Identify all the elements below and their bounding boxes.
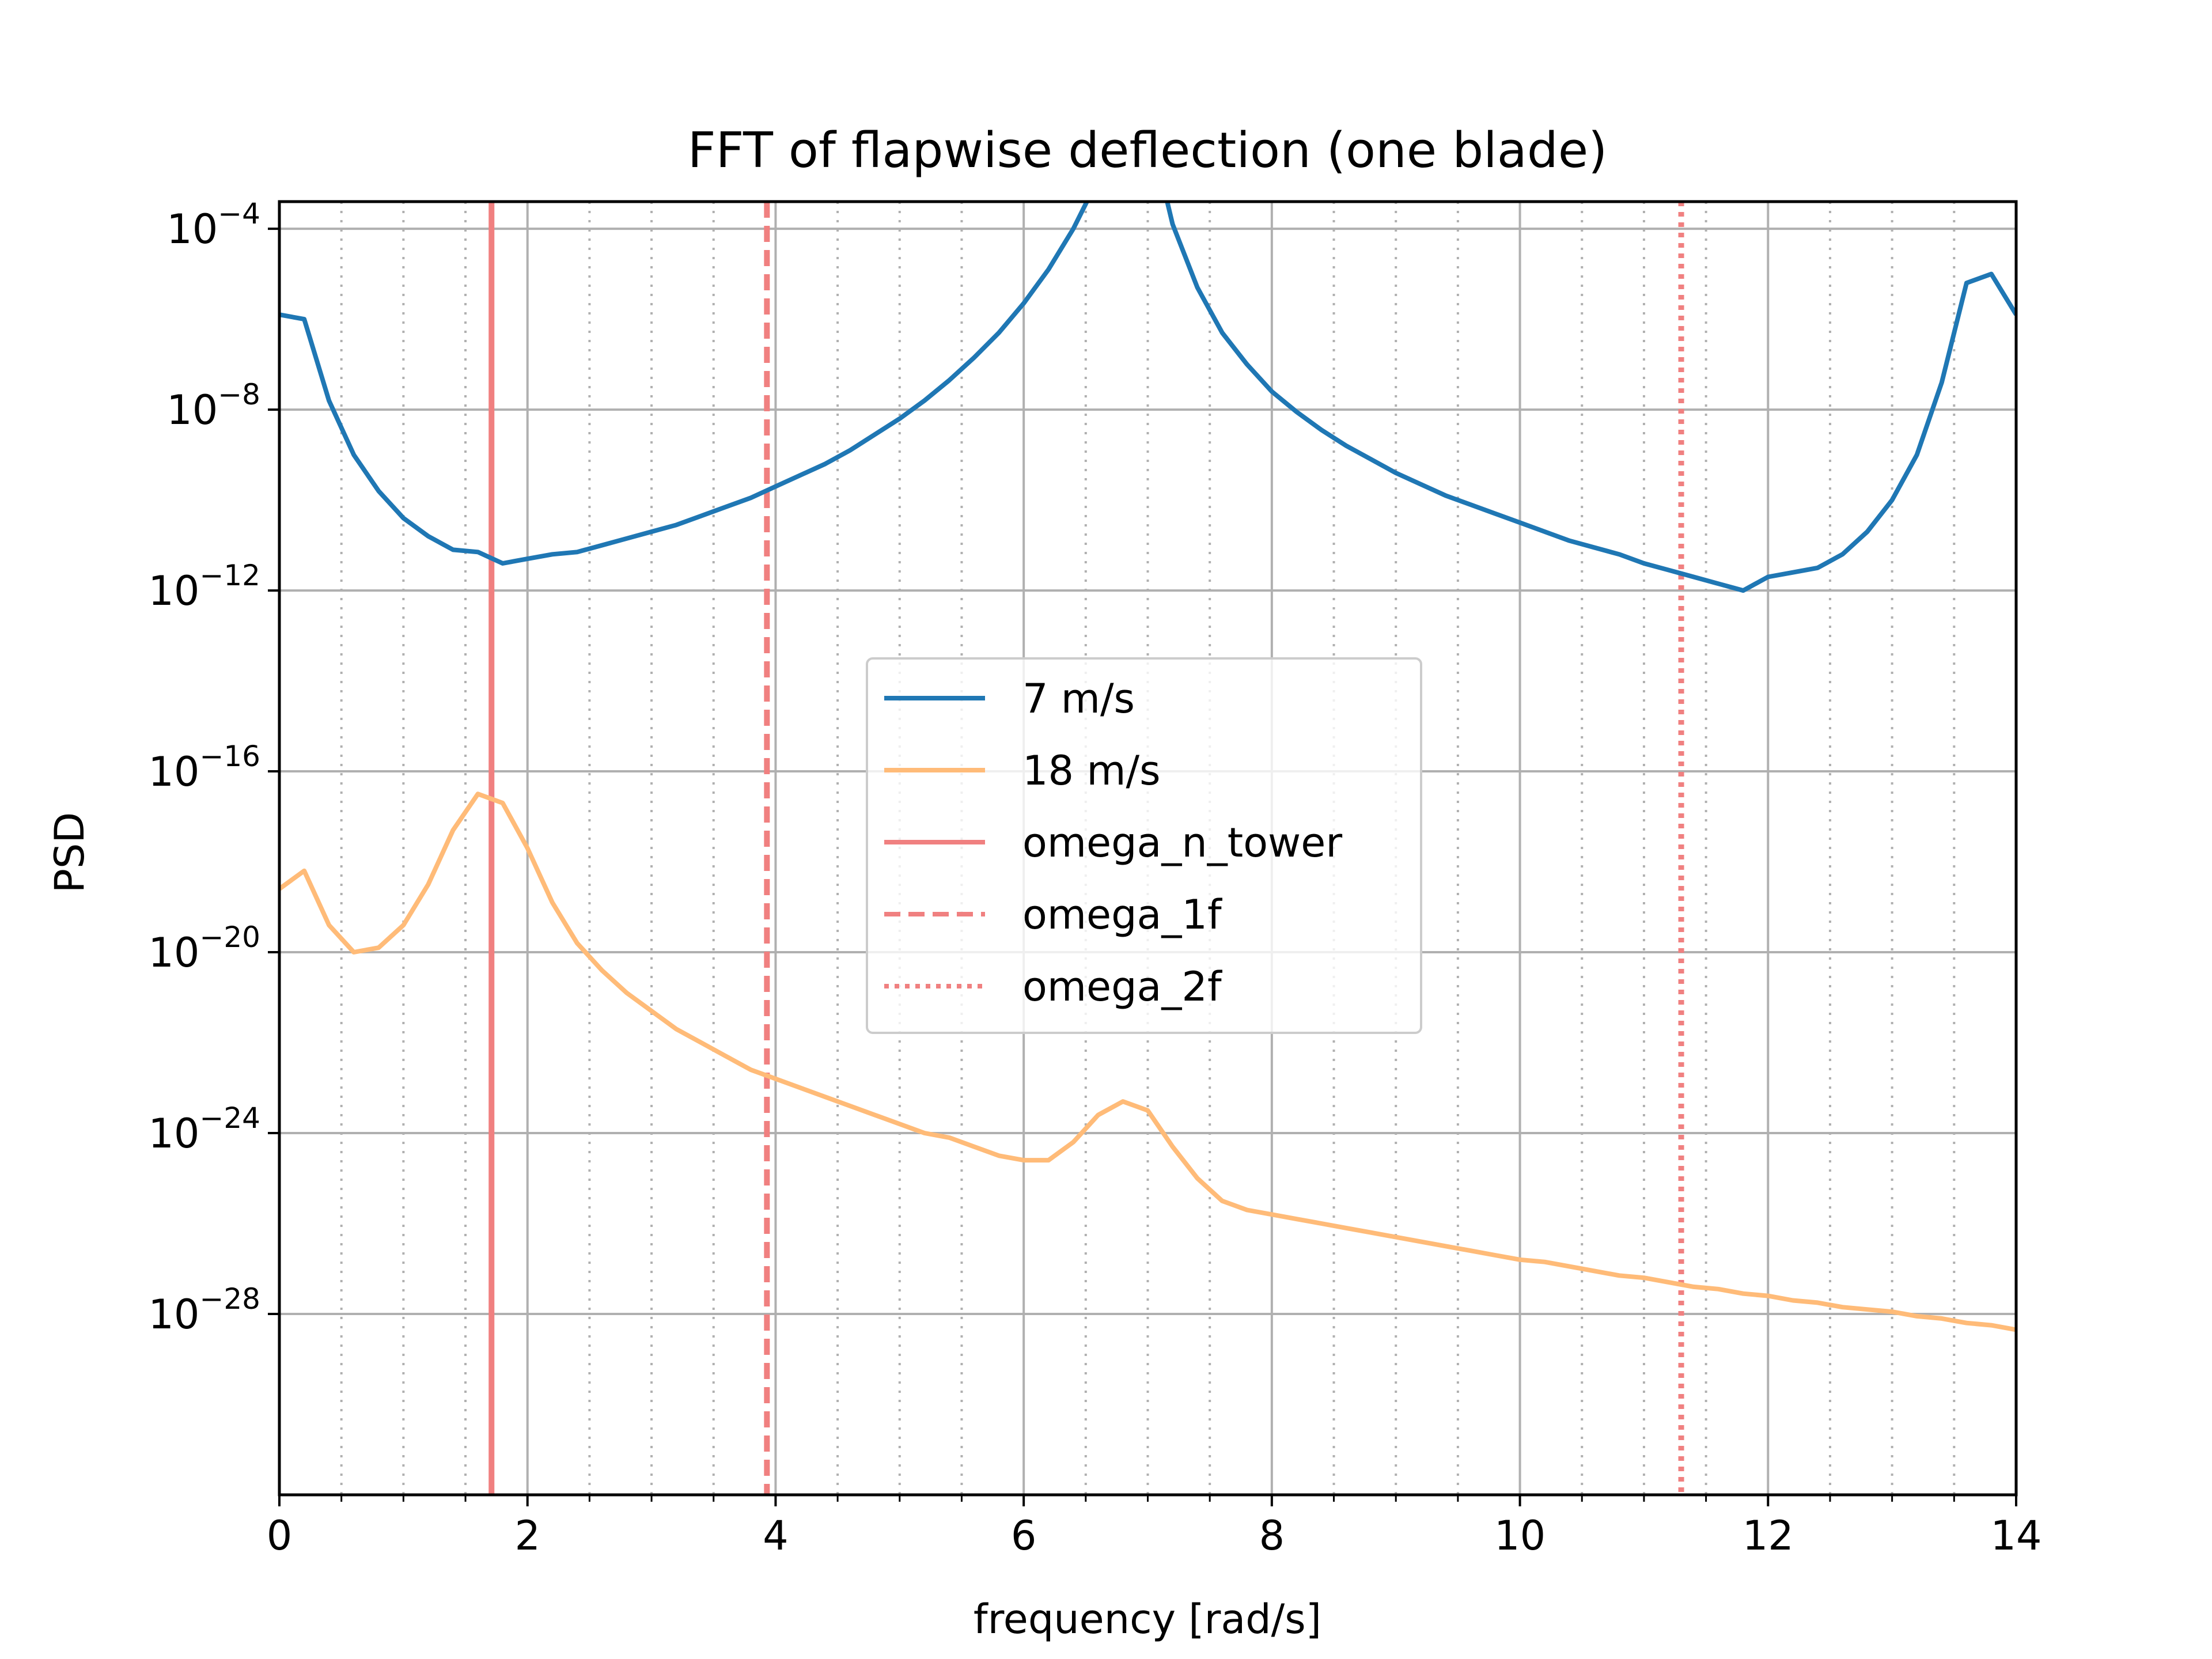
x-tick-label: 10 — [1494, 1512, 1546, 1559]
legend-label: 7 m/s — [1022, 675, 1135, 722]
x-tick-label: 12 — [1743, 1512, 1794, 1559]
legend-label: omega_1f — [1022, 891, 1222, 938]
chart-title: FFT of flapwise deflection (one blade) — [688, 122, 1608, 179]
y-tick-label: 10−24 — [148, 1101, 260, 1157]
legend-label: omega_2f — [1022, 963, 1222, 1010]
legend-label: 18 m/s — [1022, 747, 1161, 794]
legend-box — [866, 657, 1422, 1034]
y-tick-label: 10−16 — [148, 740, 260, 796]
y-tick-label: 10−12 — [148, 559, 260, 615]
y-axis-label: PSD — [46, 812, 93, 893]
x-tick-label: 4 — [763, 1512, 789, 1559]
plot-area — [279, 202, 2016, 1495]
y-tick-label: 10−20 — [148, 921, 260, 976]
x-tick-label: 6 — [1011, 1512, 1037, 1559]
y-tick-label: 10−8 — [166, 378, 260, 434]
axis-ticks: 0 2 4 6 8 10 12 14 10−4 10−8 10−12 10−16 10−20 10−24 1… — [148, 197, 2041, 1559]
legend: 7 m/s 18 m/s omega_n_tower omega_1f omega_2f — [866, 657, 1422, 1034]
legend-label: omega_n_tower — [1022, 819, 1342, 866]
x-tick-label: 14 — [1990, 1512, 2041, 1559]
x-tick-label: 8 — [1259, 1512, 1285, 1559]
y-tick-label: 10−4 — [166, 197, 260, 253]
x-tick-label: 2 — [514, 1512, 540, 1559]
series-line-2 — [279, 791, 2016, 1332]
plot-frame — [278, 200, 2018, 1497]
series-line-1 — [279, 202, 2016, 593]
x-axis-label: frequency [rad/s] — [974, 1596, 1321, 1643]
x-tick-label: 0 — [267, 1512, 293, 1559]
y-tick-label: 10−28 — [148, 1282, 260, 1338]
